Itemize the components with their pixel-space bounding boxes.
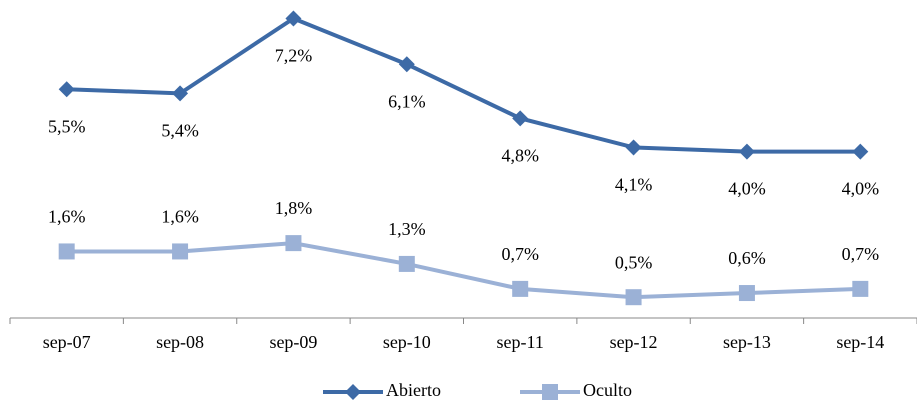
data-label: 4,0% [728, 179, 766, 199]
data-point [625, 289, 642, 306]
data-label: 1,8% [275, 198, 313, 218]
data-label: 7,2% [275, 46, 313, 66]
data-point [852, 143, 869, 160]
data-label: 4,0% [842, 179, 880, 199]
data-point [398, 255, 415, 272]
data-point [285, 235, 302, 252]
legend-label: Oculto [583, 380, 632, 400]
legend-label: Abierto [386, 380, 441, 400]
data-point [852, 280, 869, 297]
data-label: 5,4% [161, 120, 199, 140]
data-point [172, 243, 189, 260]
series-line [66, 241, 861, 300]
data-label: 1,3% [388, 219, 426, 239]
x-tick-label: sep-07 [43, 332, 91, 352]
data-point [512, 110, 529, 127]
data-point [58, 81, 75, 98]
x-tick-label: sep-10 [383, 332, 431, 352]
data-point [172, 85, 189, 102]
data-label: 6,1% [388, 91, 426, 111]
data-label: 1,6% [48, 207, 86, 227]
x-tick-label: sep-13 [723, 332, 771, 352]
data-label: 0,5% [615, 252, 653, 272]
x-tick-label: sep-08 [156, 332, 204, 352]
data-point [512, 280, 529, 297]
data-label: 4,1% [615, 175, 653, 195]
data-point [285, 10, 302, 27]
data-point [398, 56, 415, 73]
series-line [66, 16, 861, 154]
data-label: 0,7% [501, 244, 539, 264]
x-tick-label: sep-12 [610, 332, 658, 352]
data-point [58, 243, 75, 260]
data-point [738, 143, 755, 160]
data-point [625, 139, 642, 156]
legend-marker [542, 384, 558, 400]
data-label: 0,7% [842, 244, 880, 264]
x-tick-label: sep-14 [836, 332, 884, 352]
x-tick-label: sep-11 [497, 332, 544, 352]
x-tick-label: sep-09 [269, 332, 317, 352]
data-label: 5,5% [48, 116, 86, 136]
legend-marker [345, 384, 361, 400]
data-point [738, 285, 755, 302]
data-label: 4,8% [501, 145, 539, 165]
data-label: 0,6% [728, 248, 766, 268]
data-label: 1,6% [161, 207, 199, 227]
